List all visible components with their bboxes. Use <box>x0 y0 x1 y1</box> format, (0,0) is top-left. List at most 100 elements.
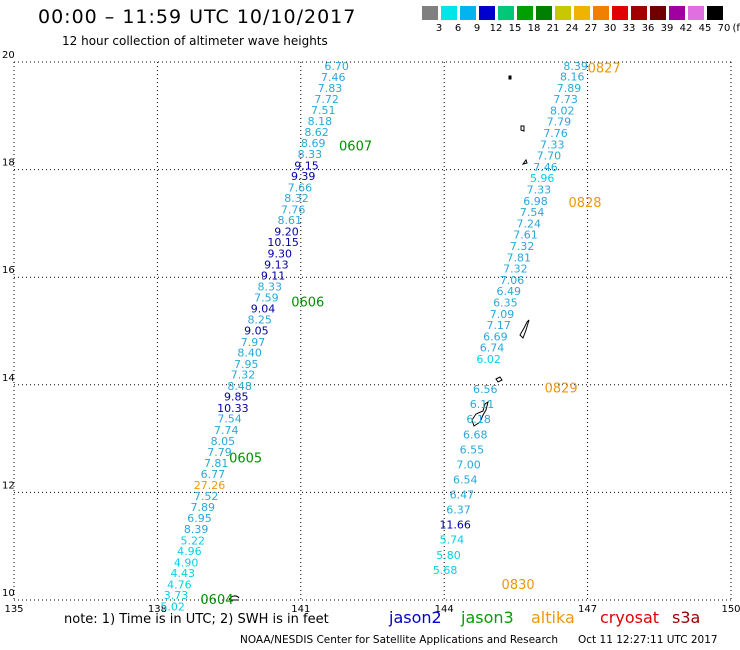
color-swatch <box>688 6 704 20</box>
wave-height-value: 5.74 <box>440 534 465 547</box>
color-scale-label: 30 <box>603 23 617 34</box>
wave-height-value: 6.47 <box>450 489 475 502</box>
wave-height-value: 7.17 <box>486 319 511 332</box>
wave-height-value: 9.05 <box>244 324 269 337</box>
wave-height-value: 8.16 <box>560 71 585 84</box>
altimeter-track-b: 8.398.167.897.738.027.797.767.337.707.46… <box>433 60 588 577</box>
wave-height-value: 6.11 <box>470 398 495 411</box>
islands <box>228 75 530 601</box>
color-scale-label: 42 <box>679 23 693 34</box>
wave-height-value: 7.74 <box>214 424 239 437</box>
satellite-s3a: s3a <box>672 608 701 627</box>
lat-tick-label: 14 <box>2 373 15 384</box>
wave-height-value: 7.33 <box>527 184 552 197</box>
wave-height-value: 7.79 <box>207 446 232 459</box>
lat-tick-label: 20 <box>2 50 15 61</box>
lon-tick-label: 144 <box>435 604 454 615</box>
wave-height-value: 4.96 <box>177 545 202 558</box>
lon-tick-label: 138 <box>148 604 167 615</box>
color-swatch <box>612 6 628 20</box>
wave-height-value: 6.69 <box>483 330 508 343</box>
color-scale-label: 70 <box>717 23 731 34</box>
wave-height-value: 5.22 <box>181 534 206 547</box>
pass-time-label: 0604 <box>200 593 233 608</box>
satellite-altika: altika <box>531 608 575 627</box>
wave-height-value: 9.04 <box>251 302 276 315</box>
map-grid: 135 138 141 144 147 150 10 12 14 16 18 20 <box>2 50 740 615</box>
wave-height-value: 7.83 <box>318 82 343 95</box>
wave-height-value: 7.32 <box>231 369 256 382</box>
wave-height-value: 8.62 <box>304 126 329 139</box>
color-swatch <box>517 6 533 20</box>
altimeter-track-a: 6.707.467.837.727.518.188.628.698.339.15… <box>160 60 348 614</box>
wave-height-value: 27.26 <box>194 479 226 492</box>
wave-height-value: 7.46 <box>533 161 558 174</box>
wave-height-value: 8.33 <box>298 148 323 161</box>
wave-height-value: 6.37 <box>446 504 471 517</box>
color-scale-unit: (ft) <box>732 23 740 34</box>
wave-height-value: 5.68 <box>433 564 458 577</box>
wave-height-value: 7.97 <box>241 336 266 349</box>
lat-tick-label: 16 <box>2 265 15 276</box>
wave-height-value: 9.11 <box>261 270 286 283</box>
wave-height-value: 8.40 <box>237 347 262 360</box>
wave-height-value: 8.61 <box>278 214 303 227</box>
wave-height-value: 7.79 <box>547 116 572 129</box>
color-swatch <box>555 6 571 20</box>
wave-height-value: 7.33 <box>540 138 565 151</box>
color-scale-label: 33 <box>622 23 636 34</box>
wave-height-value: 7.09 <box>490 308 515 321</box>
wave-height-value: 7.95 <box>234 358 259 371</box>
color-swatch <box>422 6 438 20</box>
wave-height-value: 8.02 <box>550 104 575 117</box>
color-scale-label: 18 <box>527 23 541 34</box>
wave-height-value: 6.02 <box>476 353 501 366</box>
pass-time-label: 0828 <box>568 196 601 211</box>
wave-height-value: 9.15 <box>294 159 319 172</box>
color-swatch <box>631 6 647 20</box>
wave-height-value: 8.39 <box>184 523 209 536</box>
lon-tick-label: 147 <box>578 604 597 615</box>
wave-height-value: 7.32 <box>503 263 528 276</box>
anatahan-island <box>521 158 528 165</box>
satellite-jason3: jason3 <box>461 608 514 627</box>
pass-time-label: 0605 <box>229 451 262 466</box>
wave-height-value: 10.15 <box>267 236 299 249</box>
color-swatch <box>498 6 514 20</box>
wave-height-value: 6.35 <box>493 296 518 309</box>
wave-height-value: 6.49 <box>496 285 521 298</box>
wave-height-value: 9.39 <box>291 170 316 183</box>
wave-height-value: 7.51 <box>311 104 336 117</box>
wave-height-value: 7.54 <box>217 413 242 426</box>
lat-tick-label: 10 <box>2 588 15 599</box>
color-swatch <box>441 6 457 20</box>
wave-height-value: 7.73 <box>553 93 578 106</box>
wave-height-value: 7.54 <box>520 206 545 219</box>
wave-height-value: 9.13 <box>264 258 289 271</box>
color-swatch <box>479 6 495 20</box>
wave-height-value: 6.74 <box>480 342 505 355</box>
wave-height-value: 6.56 <box>473 383 498 396</box>
color-scale-label: 39 <box>660 23 674 34</box>
pass-time-label: 0830 <box>502 578 535 593</box>
wave-height-value: 6.54 <box>453 473 478 486</box>
wave-height-value: 7.76 <box>543 127 568 140</box>
wave-height-value: 7.81 <box>507 251 532 264</box>
wave-height-value: 6.55 <box>460 443 485 456</box>
wave-height-value: 4.90 <box>174 556 199 569</box>
pass-time-label: 0827 <box>588 61 621 76</box>
wave-height-value: 7.52 <box>194 490 219 503</box>
wave-height-value: 7.89 <box>191 501 216 514</box>
wave-height-value: 7.70 <box>537 150 562 163</box>
wave-height-value: 5.02 <box>160 600 185 613</box>
rota-island <box>495 376 503 383</box>
color-scale-label: 15 <box>508 23 522 34</box>
wave-height-value: 10.33 <box>217 402 249 415</box>
wave-height-value: 5.96 <box>530 172 555 185</box>
wave-height-value: 8.18 <box>308 115 333 128</box>
satellite-jason2: jason2 <box>389 608 442 627</box>
pass-time-label: 0829 <box>545 381 578 396</box>
color-swatch <box>650 6 666 20</box>
wave-height-value: 8.33 <box>257 280 282 293</box>
